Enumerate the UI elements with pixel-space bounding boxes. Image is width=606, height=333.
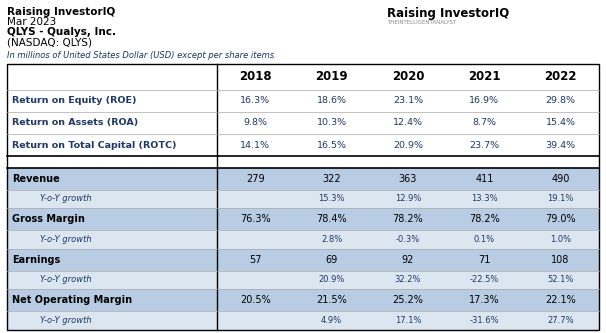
Text: 12.9%: 12.9% (395, 194, 421, 203)
Bar (7, 112, 599, 134)
Text: 21.5%: 21.5% (316, 295, 347, 305)
Text: 25.2%: 25.2% (393, 295, 424, 305)
Text: 29.8%: 29.8% (545, 96, 576, 105)
Bar (7, 289, 599, 311)
Text: 17.1%: 17.1% (395, 316, 421, 325)
Text: 78.2%: 78.2% (393, 214, 424, 224)
Text: 69: 69 (325, 255, 338, 265)
Text: 92: 92 (402, 255, 414, 265)
Text: 71: 71 (478, 255, 490, 265)
Text: 15.3%: 15.3% (318, 194, 345, 203)
Text: 52.1%: 52.1% (547, 275, 574, 284)
Text: 16.5%: 16.5% (317, 141, 347, 150)
Text: 39.4%: 39.4% (545, 141, 576, 150)
Text: 78.4%: 78.4% (316, 214, 347, 224)
Text: -22.5%: -22.5% (470, 275, 499, 284)
Text: 322: 322 (322, 173, 341, 183)
Text: 8.7%: 8.7% (472, 119, 496, 128)
Text: Return on Equity (ROE): Return on Equity (ROE) (12, 96, 136, 105)
Text: 490: 490 (551, 173, 570, 183)
Text: Y-o-Y growth: Y-o-Y growth (40, 235, 92, 244)
Text: 363: 363 (399, 173, 417, 183)
Text: Y-o-Y growth: Y-o-Y growth (40, 275, 92, 284)
Text: 32.2%: 32.2% (395, 275, 421, 284)
Text: Return on Total Capital (ROTC): Return on Total Capital (ROTC) (12, 141, 176, 150)
Bar (7, 208, 599, 230)
Text: 2.8%: 2.8% (321, 235, 342, 244)
Text: 22.1%: 22.1% (545, 295, 576, 305)
Text: 19.1%: 19.1% (547, 194, 574, 203)
Text: 57: 57 (249, 255, 262, 265)
Text: 18.6%: 18.6% (317, 96, 347, 105)
Text: 2019: 2019 (315, 70, 348, 83)
Text: In millinos of United States Dollar (USD) except per share items: In millinos of United States Dollar (USD… (7, 51, 275, 60)
Text: 108: 108 (551, 255, 570, 265)
Text: THEINTELLIGENTANALYST: THEINTELLIGENTANALYST (387, 20, 456, 25)
Text: 16.9%: 16.9% (469, 96, 499, 105)
Text: 2022: 2022 (544, 70, 577, 83)
Text: 16.3%: 16.3% (241, 96, 270, 105)
Bar (7, 230, 599, 249)
Text: 20.9%: 20.9% (393, 141, 423, 150)
Bar (7, 167, 599, 190)
Bar (7, 157, 599, 167)
Text: 76.3%: 76.3% (240, 214, 271, 224)
Text: 23.7%: 23.7% (469, 141, 499, 150)
Text: Mar 2023: Mar 2023 (7, 17, 56, 27)
Text: (NASDAQ: QLYS): (NASDAQ: QLYS) (7, 37, 92, 47)
Bar (7, 90, 599, 112)
Text: 12.4%: 12.4% (393, 119, 423, 128)
Text: 78.2%: 78.2% (469, 214, 500, 224)
Text: Gross Margin: Gross Margin (12, 214, 85, 224)
Text: 10.3%: 10.3% (316, 119, 347, 128)
Bar (7, 249, 599, 271)
Text: 20.9%: 20.9% (319, 275, 345, 284)
Text: -0.3%: -0.3% (396, 235, 420, 244)
Text: 79.0%: 79.0% (545, 214, 576, 224)
Bar (7, 64, 599, 90)
Bar (7, 190, 599, 208)
Text: 2020: 2020 (391, 70, 424, 83)
Bar (7, 271, 599, 289)
Text: 23.1%: 23.1% (393, 96, 423, 105)
Bar (7, 311, 599, 330)
Text: 1.0%: 1.0% (550, 235, 571, 244)
Text: Net Operating Margin: Net Operating Margin (12, 295, 132, 305)
Text: Return on Assets (ROA): Return on Assets (ROA) (12, 119, 138, 128)
Text: Y-o-Y growth: Y-o-Y growth (40, 194, 92, 203)
Text: 4.9%: 4.9% (321, 316, 342, 325)
Text: 14.1%: 14.1% (241, 141, 270, 150)
Text: QLYS - Qualys, Inc.: QLYS - Qualys, Inc. (7, 27, 116, 37)
Text: Raising InvestorIQ: Raising InvestorIQ (387, 7, 509, 20)
Text: 27.7%: 27.7% (547, 316, 574, 325)
Text: -31.6%: -31.6% (470, 316, 499, 325)
Text: 15.4%: 15.4% (545, 119, 576, 128)
Text: 17.3%: 17.3% (469, 295, 499, 305)
Text: 2018: 2018 (239, 70, 271, 83)
Text: Y-o-Y growth: Y-o-Y growth (40, 316, 92, 325)
Text: Raising InvestorIQ: Raising InvestorIQ (7, 7, 116, 17)
Text: 20.5%: 20.5% (240, 295, 271, 305)
Text: 13.3%: 13.3% (471, 194, 498, 203)
Text: 9.8%: 9.8% (244, 119, 267, 128)
Text: 2021: 2021 (468, 70, 501, 83)
Text: 411: 411 (475, 173, 493, 183)
Text: 0.1%: 0.1% (474, 235, 495, 244)
Text: Earnings: Earnings (12, 255, 60, 265)
Text: 279: 279 (246, 173, 265, 183)
Text: Revenue: Revenue (12, 173, 60, 183)
Bar (7, 134, 599, 157)
